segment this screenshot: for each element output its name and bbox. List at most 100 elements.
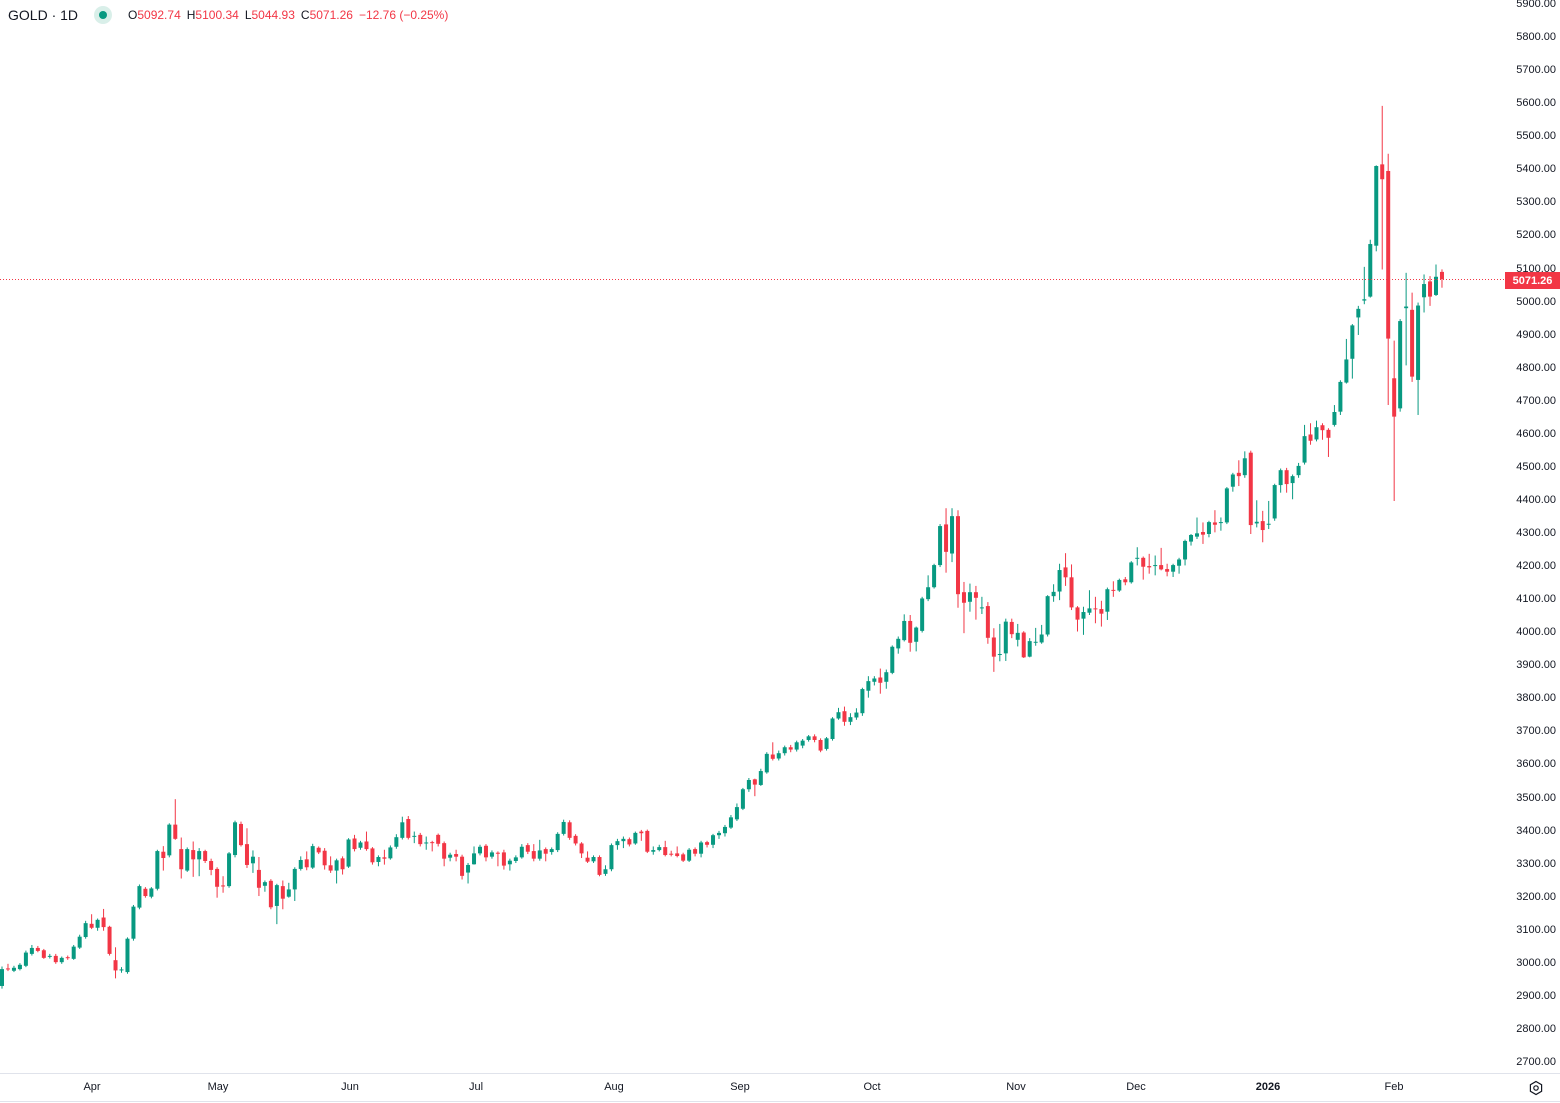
candle-up[interactable]	[914, 627, 919, 642]
candle-up[interactable]	[119, 969, 124, 971]
candle-up[interactable]	[1177, 559, 1182, 566]
candle-up[interactable]	[400, 822, 405, 838]
candle-down[interactable]	[1021, 632, 1026, 658]
candle-up[interactable]	[1434, 276, 1438, 295]
candle-down[interactable]	[442, 843, 447, 859]
candle-up[interactable]	[722, 826, 727, 834]
candle-up[interactable]	[131, 906, 136, 939]
candle-up[interactable]	[830, 718, 835, 739]
candle-up[interactable]	[1278, 470, 1283, 486]
candle-down[interactable]	[812, 736, 817, 740]
candle-up[interactable]	[11, 967, 16, 971]
candle-down[interactable]	[5, 968, 10, 970]
candle-up[interactable]	[167, 824, 172, 856]
candle-down[interactable]	[531, 851, 536, 859]
candle-up[interactable]	[746, 779, 751, 790]
candle-up[interactable]	[1171, 565, 1176, 572]
candle-down[interactable]	[370, 848, 375, 863]
candle-down[interactable]	[1320, 425, 1325, 431]
candle-up[interactable]	[1183, 540, 1188, 560]
candle-down[interactable]	[35, 947, 40, 951]
candle-up[interactable]	[537, 850, 542, 859]
candle-down[interactable]	[961, 592, 966, 603]
candle-down[interactable]	[1009, 621, 1014, 635]
candle-up[interactable]	[394, 837, 399, 847]
candle-down[interactable]	[316, 847, 321, 853]
candle-up[interactable]	[932, 565, 937, 588]
candle-down[interactable]	[770, 754, 775, 759]
candle-up[interactable]	[1356, 308, 1361, 318]
candle-up[interactable]	[1242, 458, 1247, 476]
candle-down[interactable]	[567, 822, 572, 838]
candle-down[interactable]	[579, 843, 584, 854]
candle-down[interactable]	[101, 917, 106, 928]
candle-up[interactable]	[233, 822, 238, 856]
candle-down[interactable]	[693, 849, 698, 854]
candle-up[interactable]	[1224, 488, 1229, 523]
candle-up[interactable]	[740, 789, 745, 809]
candle-up[interactable]	[149, 888, 154, 897]
candle-up[interactable]	[657, 847, 662, 851]
candle-up[interactable]	[1368, 244, 1373, 297]
candle-up[interactable]	[896, 638, 901, 649]
candle-down[interactable]	[143, 888, 148, 897]
symbol-title[interactable]: GOLD · 1D	[8, 7, 79, 23]
candle-down[interactable]	[1141, 557, 1146, 567]
candle-up[interactable]	[0, 969, 4, 986]
candle-down[interactable]	[1063, 567, 1068, 578]
candle-up[interactable]	[17, 964, 22, 970]
candle-down[interactable]	[1284, 470, 1289, 485]
candle-up[interactable]	[609, 845, 614, 870]
candle-down[interactable]	[675, 853, 680, 857]
candle-up[interactable]	[125, 938, 130, 973]
candle-down[interactable]	[543, 849, 548, 854]
candle-up[interactable]	[478, 846, 482, 854]
candle-down[interactable]	[818, 739, 823, 751]
candle-up[interactable]	[1296, 465, 1301, 476]
candle-up[interactable]	[1350, 325, 1355, 359]
candle-up[interactable]	[1195, 533, 1199, 537]
candle-down[interactable]	[1260, 521, 1265, 531]
candle-up[interactable]	[950, 516, 955, 554]
candle-down[interactable]	[406, 818, 411, 838]
candle-up[interactable]	[358, 842, 363, 848]
candle-up[interactable]	[884, 672, 889, 682]
candle-down[interactable]	[280, 886, 285, 899]
candle-up[interactable]	[687, 849, 692, 861]
candle-up[interactable]	[412, 835, 417, 837]
candle-up[interactable]	[250, 856, 255, 864]
candle-up[interactable]	[1087, 608, 1092, 613]
candle-up[interactable]	[711, 835, 716, 845]
candle-down[interactable]	[328, 865, 333, 871]
candle-up[interactable]	[782, 747, 787, 754]
candle-down[interactable]	[41, 950, 46, 958]
candle-up[interactable]	[185, 849, 190, 871]
candle-up[interactable]	[1003, 621, 1008, 654]
candle-down[interactable]	[256, 869, 261, 888]
candle-down[interactable]	[1392, 378, 1397, 417]
candle-down[interactable]	[221, 885, 226, 887]
candle-up[interactable]	[489, 852, 494, 857]
candle-up[interactable]	[137, 886, 142, 908]
candle-down[interactable]	[352, 838, 357, 850]
candle-up[interactable]	[1129, 562, 1134, 583]
candle-down[interactable]	[483, 845, 488, 858]
candle-up[interactable]	[155, 851, 160, 889]
candle-up[interactable]	[1332, 411, 1337, 425]
candle-up[interactable]	[561, 821, 566, 834]
candle-down[interactable]	[430, 842, 435, 844]
candle-up[interactable]	[866, 681, 871, 691]
candle-down[interactable]	[322, 850, 327, 866]
candle-up[interactable]	[1206, 522, 1211, 534]
candle-up[interactable]	[728, 817, 733, 828]
candle-up[interactable]	[776, 753, 781, 759]
candle-up[interactable]	[376, 857, 381, 862]
candle-up[interactable]	[1338, 381, 1343, 412]
candle-down[interactable]	[878, 677, 883, 683]
candle-down[interactable]	[89, 923, 94, 928]
candle-up[interactable]	[513, 857, 518, 861]
candle-up[interactable]	[1057, 570, 1062, 592]
candle-up[interactable]	[621, 838, 626, 842]
gear-icon[interactable]	[1528, 1080, 1544, 1096]
candle-up[interactable]	[507, 860, 512, 865]
